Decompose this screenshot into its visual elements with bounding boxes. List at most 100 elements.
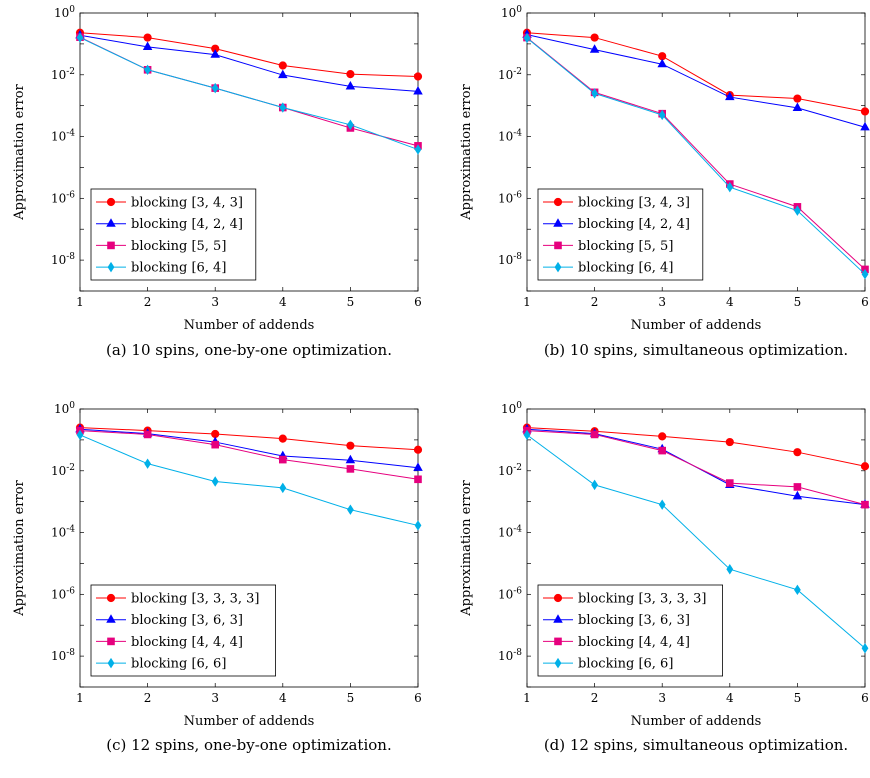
data-point	[345, 454, 356, 464]
x-tick-label: 1	[523, 295, 531, 309]
data-point	[523, 32, 531, 44]
legend-label: blocking [3, 4, 3]	[131, 196, 243, 211]
data-point	[658, 52, 667, 61]
y-tick-label: 10-4	[51, 129, 75, 144]
legend-label: blocking [4, 2, 4]	[578, 217, 690, 232]
y-axis-label: Approximation error	[12, 479, 27, 616]
legend-marker	[554, 637, 562, 646]
plot-frame	[79, 408, 419, 688]
legend-box	[90, 188, 257, 281]
chart-caption: (c) 12 spins, one-by-one optimization.	[106, 736, 391, 754]
legend-label: blocking [6, 4]	[131, 261, 226, 276]
x-tick-label: 4	[279, 691, 287, 705]
data-point	[589, 44, 600, 53]
data-point	[726, 181, 734, 193]
x-axis-label: Number of addends	[184, 318, 315, 333]
legend-label: blocking [3, 6, 3]	[578, 613, 690, 628]
series-line	[526, 37, 866, 275]
x-tick-label: 3	[211, 295, 219, 309]
y-tick-label: 10-8	[51, 648, 75, 663]
legend-box	[537, 188, 704, 281]
series-line	[79, 428, 419, 469]
plot-frame	[526, 408, 866, 688]
x-tick-label: 3	[211, 691, 219, 705]
series-line	[79, 427, 419, 451]
legend-marker	[106, 197, 116, 207]
data-point	[591, 88, 598, 99]
y-tick-label: 10-4	[498, 525, 522, 540]
x-tick-label: 4	[726, 295, 734, 309]
legend-marker	[554, 261, 562, 273]
x-tick-label: 6	[414, 691, 422, 705]
data-point	[346, 70, 355, 79]
y-tick-label: 100	[501, 5, 522, 20]
data-point	[658, 432, 667, 441]
legend: blocking [3, 3, 3, 3] blocking [3, 6, 3] b…	[537, 584, 724, 677]
y-tick-label: 10-4	[51, 525, 75, 540]
data-point	[143, 430, 152, 439]
data-point	[792, 490, 803, 500]
data-point	[792, 102, 803, 111]
series-line	[79, 434, 419, 526]
y-axis-label: Approximation error	[459, 479, 474, 616]
x-tick-label: 4	[279, 295, 287, 309]
legend: blocking [3, 4, 3] blocking [4, 2, 4] bloc…	[90, 188, 257, 281]
legend-label: blocking [4, 4, 4]	[131, 635, 243, 650]
series-1	[522, 28, 870, 116]
chart-caption: (b) 10 spins, simultaneous optimization.	[544, 341, 848, 359]
data-point	[861, 268, 869, 280]
x-tick-label: 4	[726, 691, 734, 705]
legend-label: blocking [4, 4, 4]	[578, 635, 690, 650]
legend-marker	[106, 614, 116, 623]
data-point	[523, 429, 531, 441]
y-tick-label: 100	[54, 5, 75, 20]
data-point	[860, 121, 870, 131]
y-tick-label: 10-6	[498, 586, 522, 601]
data-point	[347, 504, 354, 515]
series-4	[523, 429, 869, 654]
data-point	[346, 441, 355, 450]
x-tick-label: 1	[76, 295, 84, 309]
series-line	[79, 32, 419, 77]
y-tick-label: 10-2	[498, 463, 522, 478]
data-point	[413, 85, 423, 95]
series-line	[526, 37, 866, 270]
legend-label: blocking [5, 5]	[578, 239, 673, 254]
legend-label: blocking [3, 6, 3]	[131, 613, 243, 628]
data-point	[413, 445, 423, 454]
y-tick-label: 10-8	[498, 648, 522, 663]
legend-label: blocking [6, 6]	[578, 657, 673, 672]
y-tick-label: 100	[54, 401, 75, 416]
data-point	[726, 479, 734, 487]
chart-caption: (d) 12 spins, simultaneous optimization.	[544, 736, 848, 754]
series-3	[76, 426, 422, 484]
data-point	[794, 584, 801, 596]
series-2	[522, 29, 870, 131]
data-point	[725, 91, 735, 101]
data-point	[211, 476, 219, 487]
x-tick-label: 2	[144, 691, 152, 705]
legend-box	[537, 584, 724, 677]
data-point	[793, 94, 802, 103]
x-tick-label: 3	[658, 295, 666, 309]
data-point	[861, 500, 869, 509]
legend-label: blocking [4, 2, 4]	[131, 217, 243, 232]
data-point	[860, 462, 870, 471]
data-point	[794, 205, 801, 216]
y-tick-label: 10-8	[51, 252, 75, 267]
data-point	[346, 465, 355, 473]
data-point	[211, 440, 219, 449]
series-line	[526, 427, 866, 467]
data-point	[210, 49, 220, 58]
plot-frame	[526, 12, 866, 292]
x-tick-label: 5	[794, 295, 802, 309]
chart-panel-4: 1 2 3 4 5 6 10-8 10-6 10-4 10-2 100 Number of adden…	[459, 401, 870, 754]
y-tick-label: 10-2	[51, 67, 75, 82]
series-4	[523, 32, 869, 280]
legend-label: blocking [3, 4, 3]	[578, 196, 690, 211]
legend-marker	[107, 261, 115, 273]
series-line	[79, 36, 419, 147]
chart-panel-1: 1 2 3 4 5 6 10-8 10-6 10-4 10-2 100 Number of adden…	[12, 5, 423, 359]
data-point	[725, 437, 734, 447]
